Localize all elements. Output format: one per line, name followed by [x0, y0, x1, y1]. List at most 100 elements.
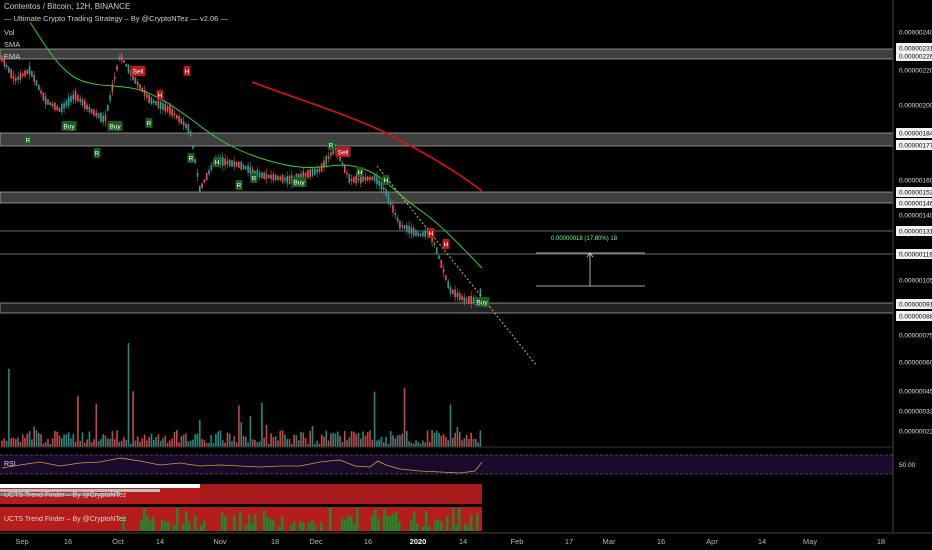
tf2-bar [140, 520, 143, 531]
rsi-level-label: 50.00 [899, 462, 916, 469]
volume-bar [155, 437, 157, 447]
volume-bar [28, 431, 31, 447]
trend-finder-pane-1[interactable]: UCTS Trend Finder – By @CryptoNTez [0, 484, 482, 504]
price-label: 0.00000119 [899, 252, 932, 259]
candle-body [286, 176, 288, 184]
volume-bar [320, 434, 323, 447]
tf2-bar [422, 526, 425, 531]
candle-body [456, 292, 459, 298]
trend-finder-pane-2[interactable]: UCTS Trend Finder – By @CryptoNTez [0, 507, 482, 531]
price-label: 0.00000075 [899, 333, 932, 340]
buy-signal-box [93, 148, 101, 158]
rsi-pane[interactable]: RSI [0, 454, 893, 475]
candle-body [61, 104, 63, 113]
candle-body [201, 183, 203, 189]
volume-bar [109, 438, 111, 447]
buy-signal-label: Buy [109, 124, 121, 131]
volume-bar [417, 441, 420, 447]
volume-bar [38, 432, 40, 447]
tf2-bar [320, 521, 323, 531]
volume-bar [371, 439, 374, 447]
time-label: 16 [364, 537, 372, 546]
volume-bar [88, 431, 91, 447]
volume-bar [65, 434, 68, 447]
tf2-bar [269, 518, 272, 531]
price-label: 0.00000231 [899, 46, 932, 53]
measurement-tool[interactable]: 0.00000018 (17.80%) 18 [536, 236, 645, 287]
volume-bar [187, 441, 190, 447]
volume-bar [113, 439, 116, 447]
candle-body [314, 168, 316, 176]
volume-bar [412, 443, 415, 447]
sell-signal-label: Sell [133, 69, 144, 76]
volume-bar [231, 441, 233, 447]
candle-body [316, 169, 318, 173]
volume-bar [8, 368, 10, 447]
candle-body [357, 177, 360, 181]
buy-signal-box [145, 118, 153, 128]
volume-bar [406, 431, 408, 447]
volume-bar [479, 430, 482, 447]
volume-bar [426, 430, 429, 447]
candle-body [159, 101, 162, 110]
volume-bar [468, 439, 470, 447]
candle-body [470, 296, 472, 304]
buy-signal-label: H [358, 170, 363, 177]
volume-bar [274, 436, 277, 447]
time-axis[interactable]: Sep 16 Oct 14 Nov 18 Dec 16 2020 14 Feb 17 Mar 16 Apr 1… [15, 537, 885, 546]
volume-bar [410, 442, 413, 447]
candle-body [141, 87, 144, 92]
candle-body [348, 174, 351, 183]
legend-vol[interactable]: Vol [4, 28, 15, 37]
tf2-bar [383, 508, 386, 531]
volume-bar [185, 433, 187, 447]
volume-bar [279, 430, 282, 447]
candle-body [24, 70, 26, 76]
legend-ema[interactable]: EMA [4, 52, 21, 61]
volume-bar [254, 439, 256, 447]
candle-body [468, 296, 470, 304]
volume-bar [208, 442, 210, 447]
volume-bar [314, 443, 316, 447]
volume-bar [40, 434, 42, 447]
price-label: 0.00000177 [899, 143, 932, 150]
volume-bar [116, 430, 118, 447]
candle-body [26, 69, 29, 74]
buy-signal-box [250, 173, 258, 183]
time-label: Oct [112, 537, 125, 546]
volume-bar [327, 440, 330, 447]
candle-body [134, 77, 137, 85]
candle-body [415, 229, 417, 237]
time-label: 2020 [410, 537, 427, 546]
candle-body [226, 161, 229, 164]
volume-bar [203, 440, 206, 447]
volume-bar [302, 432, 305, 447]
buy-signal-label: Buy [476, 300, 488, 307]
tf2-bar [149, 520, 152, 531]
tf2-bar [188, 521, 191, 531]
price-label-box [896, 226, 932, 236]
tf2-bar [278, 526, 281, 531]
candle-body [15, 77, 17, 82]
tf2-bar [392, 513, 395, 531]
candle-body [113, 76, 116, 80]
volume-bar [376, 440, 378, 447]
volume-bar [385, 436, 387, 447]
volume-bar [456, 426, 459, 447]
legend-sma[interactable]: SMA [4, 40, 21, 49]
volume-bar [431, 430, 433, 447]
volume-bar [311, 426, 314, 447]
volume-bar [54, 430, 56, 447]
volume-bar [472, 438, 475, 447]
candle-body [143, 89, 146, 96]
volume-bar [171, 438, 173, 447]
buy-signal-box [382, 175, 390, 185]
candle-body [51, 103, 54, 107]
candle-body [3, 58, 6, 67]
volume-bar [141, 438, 144, 447]
volume-bar [357, 432, 360, 447]
candle-body [95, 112, 98, 117]
candle-body [245, 166, 247, 170]
